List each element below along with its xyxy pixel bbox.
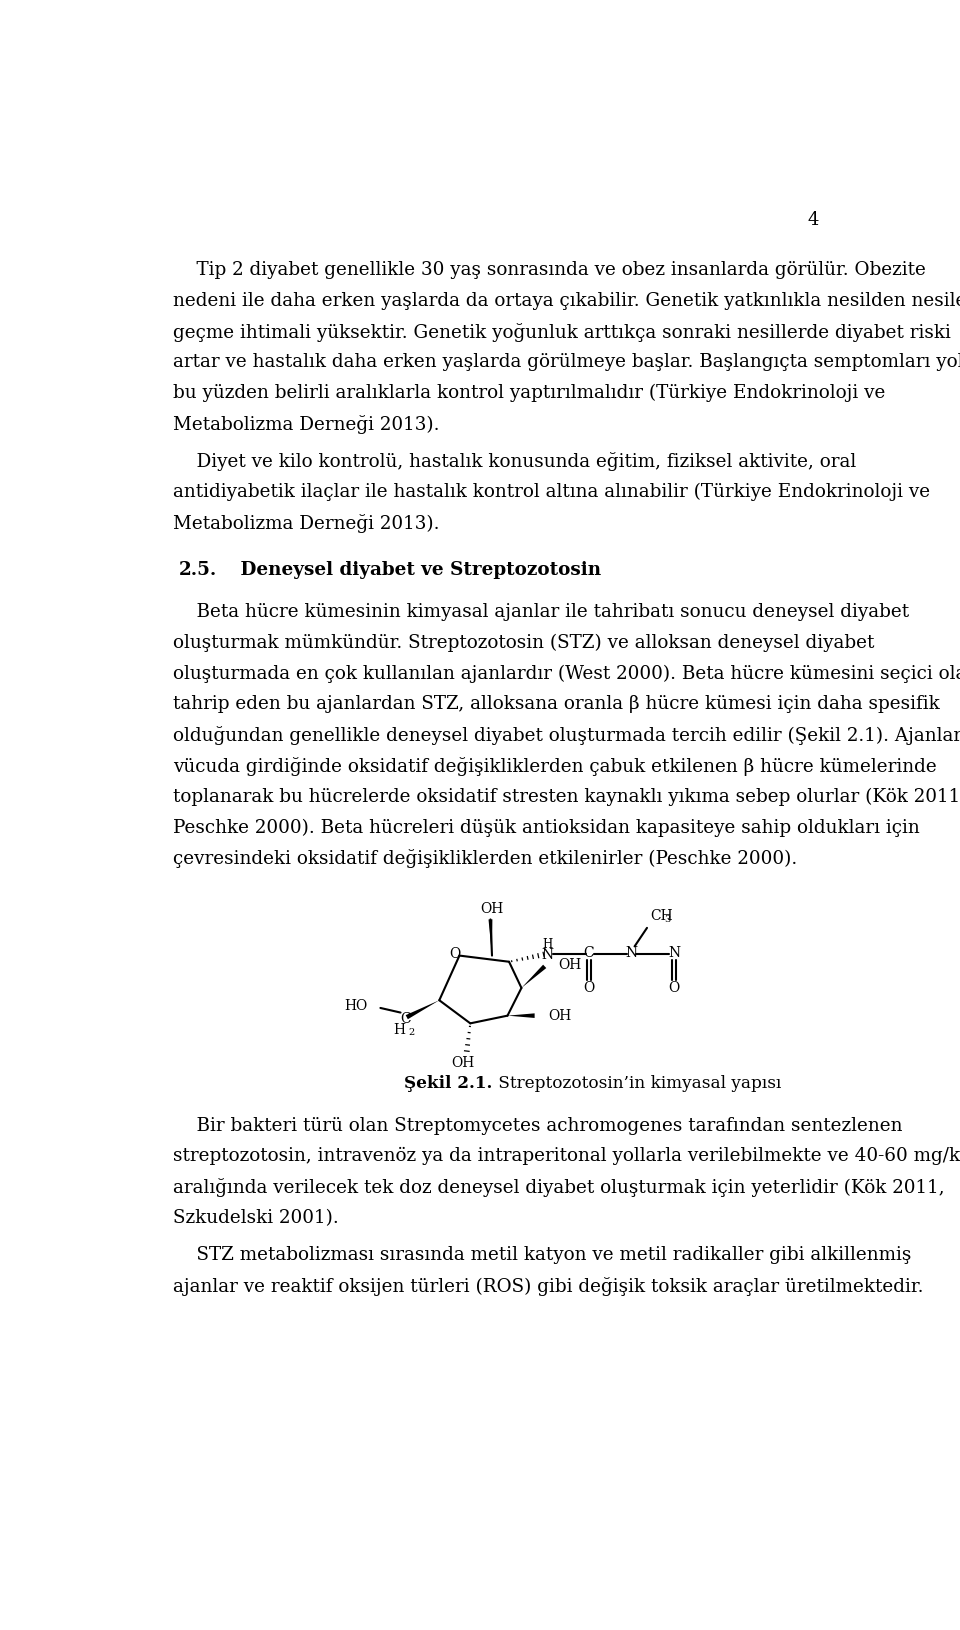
Text: Diyet ve kilo kontrolü, hastalık konusunda eğitim, fiziksel aktivite, oral: Diyet ve kilo kontrolü, hastalık konusun…: [173, 452, 856, 471]
Text: OH: OH: [548, 1009, 572, 1022]
Text: N: N: [668, 945, 681, 960]
Text: O: O: [584, 981, 594, 994]
Text: Şekil 2.1.: Şekil 2.1.: [403, 1074, 492, 1092]
Text: Metabolizma Derneği 2013).: Metabolizma Derneği 2013).: [173, 513, 439, 533]
Text: geçme ihtimali yüksektir. Genetik yoğunluk arttıkça sonraki nesillerde diyabet r: geçme ihtimali yüksektir. Genetik yoğunl…: [173, 323, 950, 342]
Text: H: H: [394, 1022, 405, 1037]
Text: toplanarak bu hücrelerde oksidatif stresten kaynaklı yıkıma sebep olurlar (Kök 2: toplanarak bu hücrelerde oksidatif stres…: [173, 787, 960, 805]
Text: bu yüzden belirli aralıklarla kontrol yaptırılmalıdır (Türkiye Endokrinoloji ve: bu yüzden belirli aralıklarla kontrol ya…: [173, 385, 885, 403]
Text: vücuda girdiğinde oksidatif değişikliklerden çabuk etkilenen β hücre kümelerinde: vücuda girdiğinde oksidatif değişiklikle…: [173, 756, 936, 776]
Text: HO: HO: [345, 999, 368, 1014]
Text: nedeni ile daha erken yaşlarda da ortaya çıkabilir. Genetik yatkınlıkla nesilden: nedeni ile daha erken yaşlarda da ortaya…: [173, 292, 960, 310]
Text: 3: 3: [664, 914, 670, 924]
Text: 2.5.: 2.5.: [179, 561, 217, 579]
Text: O: O: [449, 947, 461, 962]
Text: CH: CH: [650, 908, 673, 923]
Text: streptozotosin, intravenöz ya da intraperitonal yollarla verilebilmekte ve 40-6: streptozotosin, intravenöz ya da intrap…: [173, 1148, 960, 1165]
Text: OH: OH: [559, 958, 582, 971]
Text: aralığında verilecek tek doz deneysel diyabet oluşturmak için yeterlidir (Kök 20: aralığında verilecek tek doz deneysel di…: [173, 1178, 945, 1196]
Text: N: N: [541, 947, 554, 962]
Polygon shape: [406, 1001, 440, 1019]
Text: artar ve hastalık daha erken yaşlarda görülmeye başlar. Başlangıçta semptomları : artar ve hastalık daha erken yaşlarda gö…: [173, 354, 960, 372]
Text: C: C: [400, 1012, 411, 1025]
Text: Peschke 2000). Beta hücreleri düşük antioksidan kapasiteye sahip oldukları için: Peschke 2000). Beta hücreleri düşük anti…: [173, 818, 920, 836]
Text: OH: OH: [451, 1056, 474, 1071]
Text: Beta hücre kümesinin kimyasal ajanlar ile tahribatı sonucu deneysel diyabet: Beta hücre kümesinin kimyasal ajanlar il…: [173, 603, 909, 621]
Text: Tip 2 diyabet genellikle 30 yaş sonrasında ve obez insanlarda görülür. Obezite: Tip 2 diyabet genellikle 30 yaş sonrasın…: [173, 261, 925, 279]
Text: oluşturmak mümkündür. Streptozotosin (STZ) ve alloksan deneysel diyabet: oluşturmak mümkündür. Streptozotosin (ST…: [173, 634, 874, 652]
Text: Bir bakteri türü olan Streptomycetes achromogenes tarafından sentezlenen: Bir bakteri türü olan Streptomycetes ach…: [173, 1117, 902, 1134]
Text: N: N: [625, 945, 637, 960]
Text: tahrip eden bu ajanlardan STZ, alloksana oranla β hücre kümesi için daha spesifi: tahrip eden bu ajanlardan STZ, alloksana…: [173, 696, 940, 714]
Text: C: C: [584, 945, 594, 960]
Text: Metabolizma Derneği 2013).: Metabolizma Derneği 2013).: [173, 416, 439, 434]
Text: O: O: [668, 981, 680, 994]
Polygon shape: [521, 965, 546, 988]
Text: ajanlar ve reaktif oksijen türleri (ROS) gibi değişik toksik araçlar üretilmekte: ajanlar ve reaktif oksijen türleri (ROS)…: [173, 1276, 924, 1296]
Text: oluşturmada en çok kullanılan ajanlardır (West 2000). Beta hücre kümesini seçici: oluşturmada en çok kullanılan ajanlardır…: [173, 665, 960, 683]
Polygon shape: [508, 1014, 535, 1019]
Text: 2: 2: [408, 1029, 415, 1037]
Text: Streptozotosin’in kimyasal yapısı: Streptozotosin’in kimyasal yapısı: [492, 1074, 781, 1092]
Text: olduğundan genellikle deneysel diyabet oluşturmada tercih edilir (Şekil 2.1). Aj: olduğundan genellikle deneysel diyabet o…: [173, 725, 960, 745]
Text: Deneysel diyabet ve Streptozotosin: Deneysel diyabet ve Streptozotosin: [215, 561, 602, 579]
Text: STZ metabolizması sırasında metil katyon ve metil radikaller gibi alkillenmiş: STZ metabolizması sırasında metil katyon…: [173, 1245, 911, 1263]
Text: çevresindeki oksidatif değişikliklerden etkilenirler (Peschke 2000).: çevresindeki oksidatif değişikliklerden …: [173, 849, 797, 869]
Text: 4: 4: [808, 210, 819, 228]
Polygon shape: [489, 919, 492, 955]
Text: H: H: [542, 939, 553, 952]
Text: Szkudelski 2001).: Szkudelski 2001).: [173, 1209, 339, 1227]
Text: OH: OH: [480, 903, 504, 916]
Text: antidiyabetik ilaçlar ile hastalık kontrol altına alınabilir (Türkiye Endokrinol: antidiyabetik ilaçlar ile hastalık kontr…: [173, 482, 930, 500]
